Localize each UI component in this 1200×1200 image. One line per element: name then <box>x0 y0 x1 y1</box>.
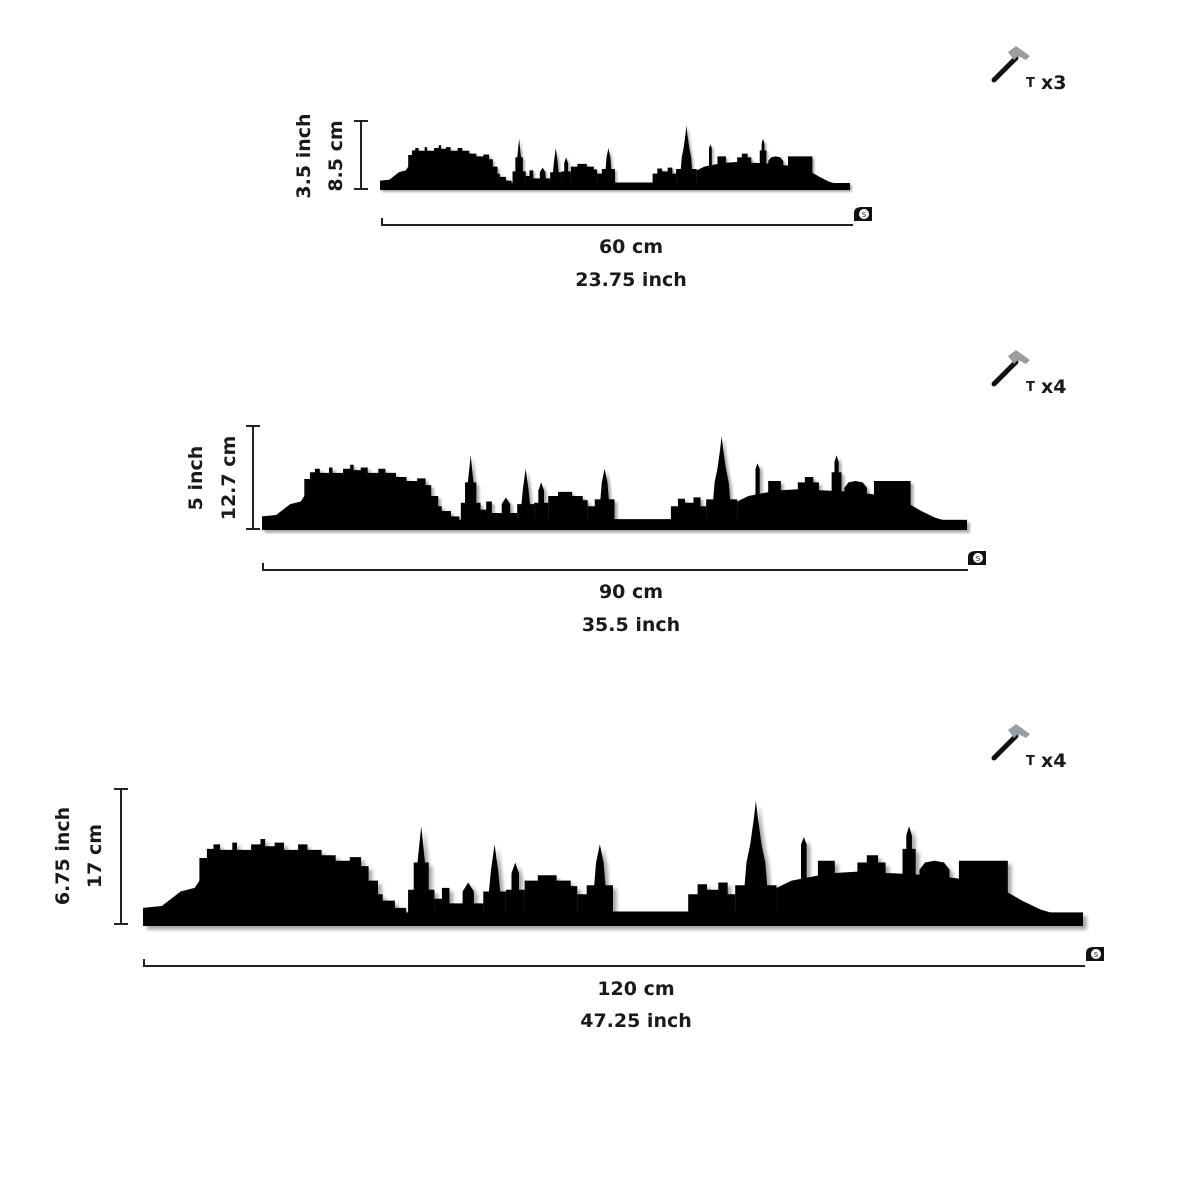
hammer-icon <box>991 46 1030 83</box>
skyline-silhouette <box>380 120 850 190</box>
height-dimension-bar <box>354 120 376 190</box>
width-inch-label: 23.75 inch <box>575 269 687 291</box>
nail-icon: T <box>1026 76 1035 91</box>
height-dimension-bar <box>246 425 268 530</box>
skyline-silhouette <box>143 790 1083 926</box>
tape-measure-icon: S <box>854 207 872 221</box>
hammer-icon <box>991 350 1030 387</box>
svg-text:S: S <box>976 555 981 563</box>
nail-quantity: x4 <box>1041 376 1067 398</box>
height-inch-label: 6.75 inch <box>52 806 74 906</box>
width-dimension-bar <box>143 957 1085 967</box>
height-inch-label: 3.5 inch <box>293 113 315 199</box>
svg-text:S: S <box>1094 951 1099 959</box>
nail-icon: T <box>1026 754 1035 769</box>
height-cm-label: 8.5 cm <box>325 120 347 192</box>
skyline-silhouette <box>262 428 967 530</box>
height-dimension-bar <box>114 788 136 925</box>
height-cm-label: 17 cm <box>84 823 106 889</box>
hammer-icon <box>991 724 1030 761</box>
svg-text:S: S <box>862 211 867 219</box>
tape-measure-icon: S <box>968 551 986 565</box>
width-dimension-bar <box>381 216 853 226</box>
width-cm-label: 90 cm <box>598 581 664 603</box>
height-cm-label: 12.7 cm <box>218 435 240 521</box>
width-cm-label: 60 cm <box>598 236 664 258</box>
nail-quantity: x3 <box>1041 72 1067 94</box>
width-inch-label: 35.5 inch <box>581 614 681 636</box>
height-inch-label: 5 inch <box>185 445 207 511</box>
width-cm-label: 120 cm <box>597 978 675 1000</box>
nail-icon: T <box>1026 380 1035 395</box>
width-inch-label: 47.25 inch <box>580 1010 692 1032</box>
tape-measure-icon: S <box>1086 947 1104 961</box>
width-dimension-bar <box>262 561 968 571</box>
nail-quantity: x4 <box>1041 750 1067 772</box>
